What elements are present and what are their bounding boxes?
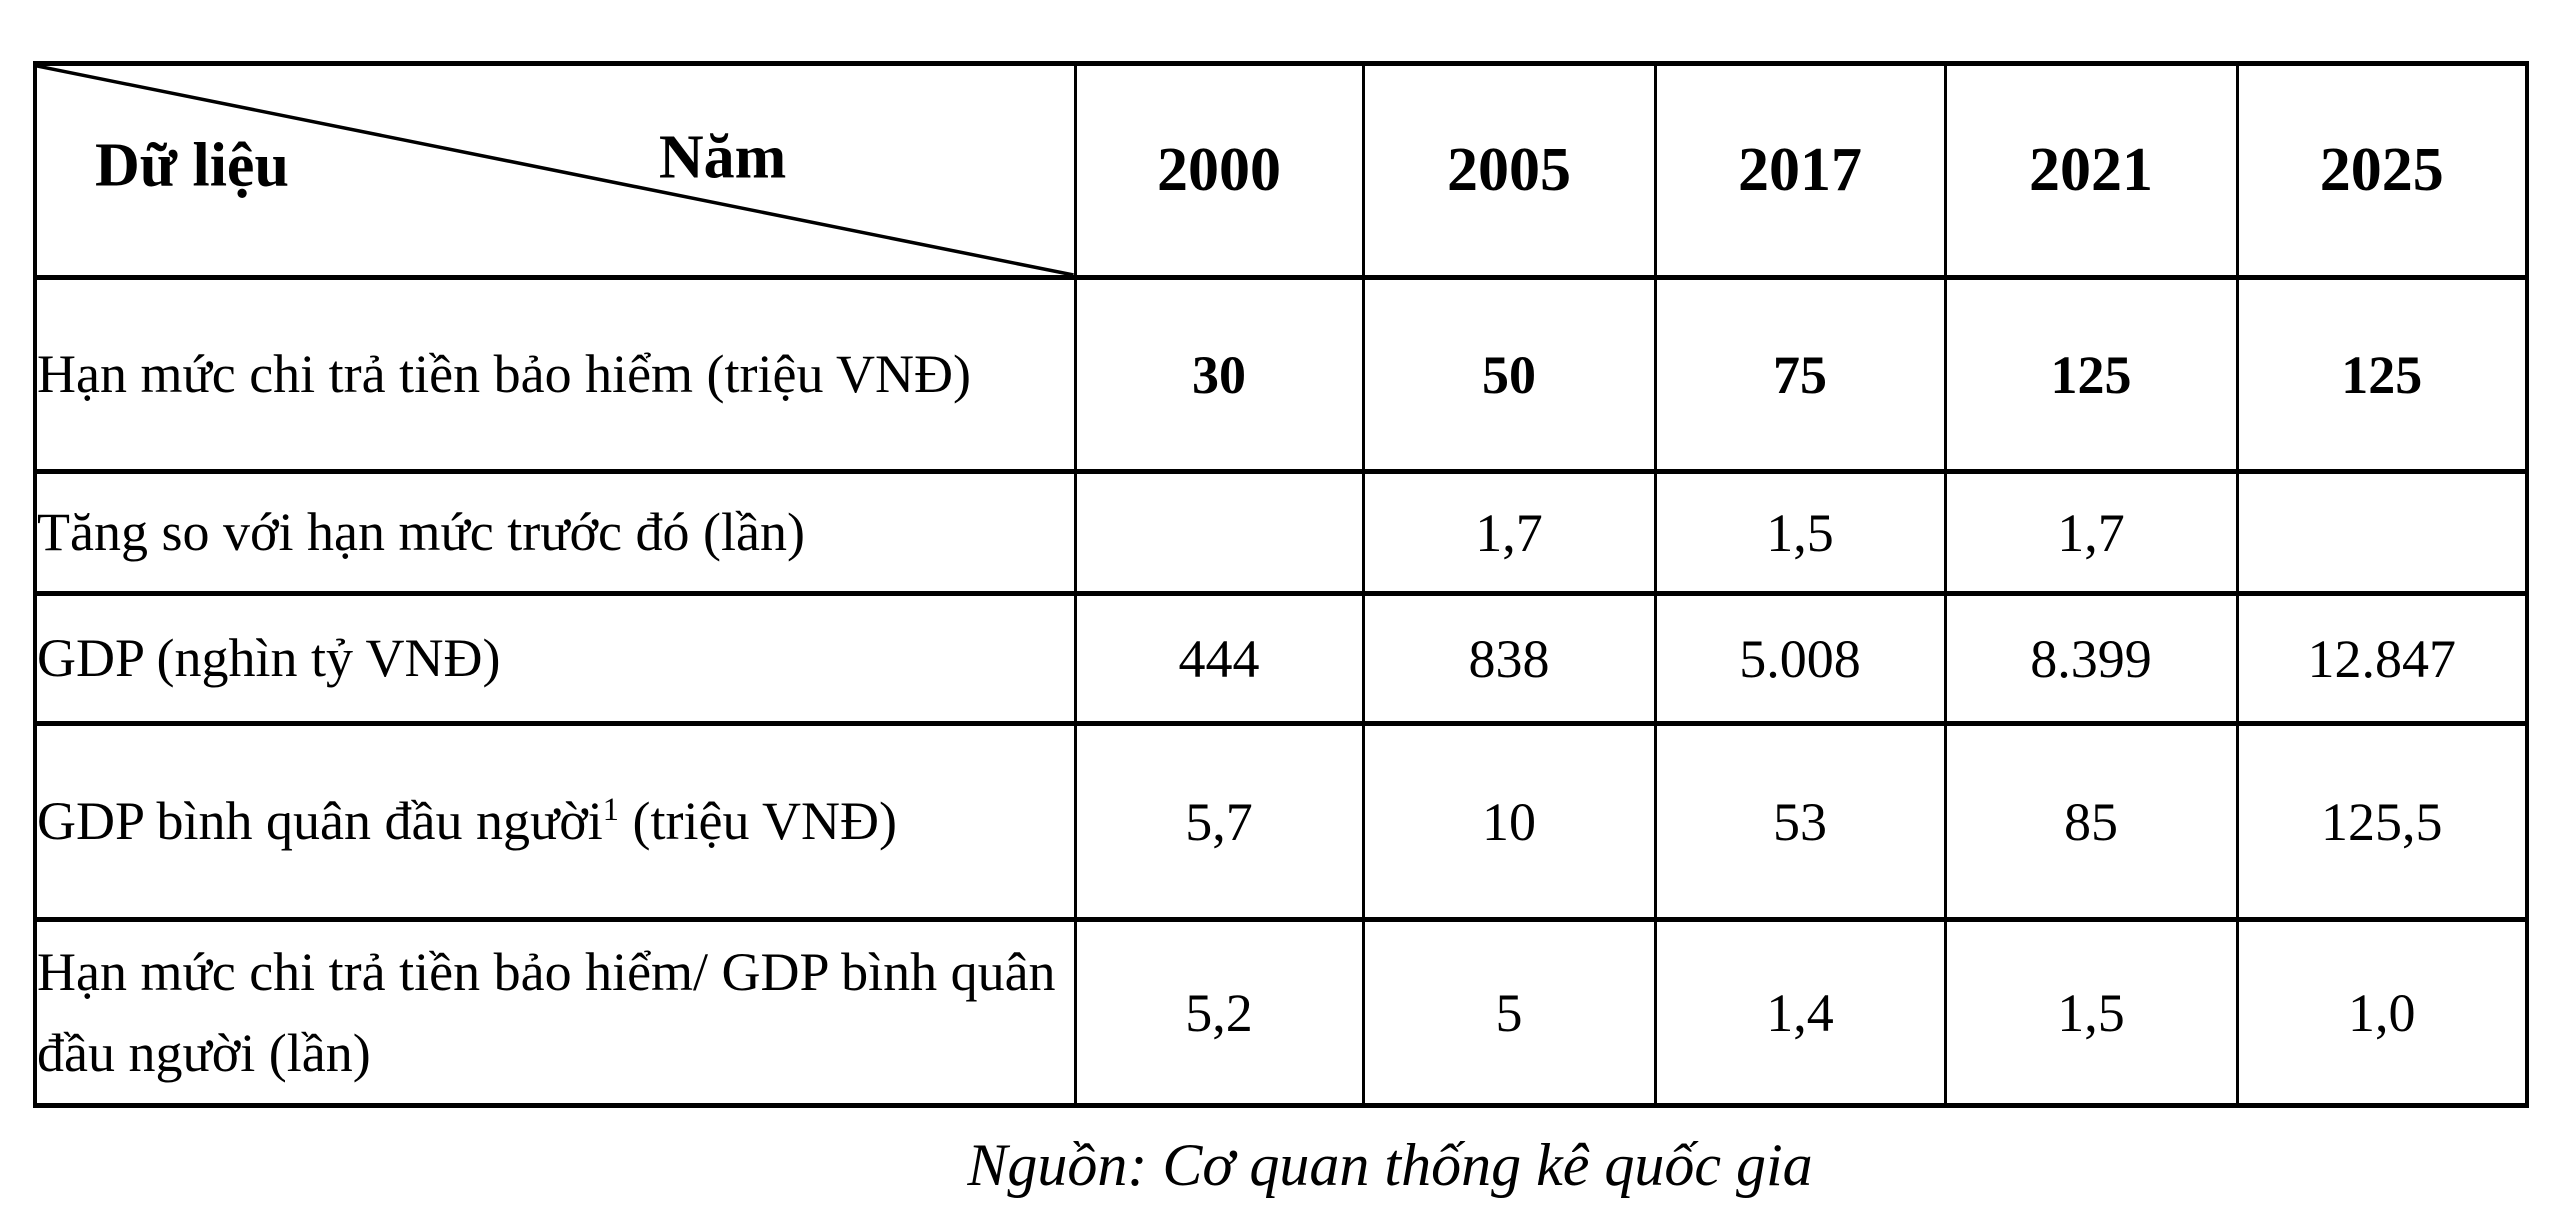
year-header-2000: 2000 <box>1073 61 1365 280</box>
footnote-marker: 1 <box>602 792 619 828</box>
value-cell: 5 <box>1361 917 1657 1108</box>
value-cell: 75 <box>1653 275 1947 474</box>
value-cell: 838 <box>1361 591 1657 726</box>
year-header-2025: 2025 <box>2235 61 2529 280</box>
row-label: Tăng so với hạn mức trước đó (lần) <box>33 469 1077 596</box>
value-cell: 12.847 <box>2235 591 2529 726</box>
table-row-gdp-per-capita: GDP bình quân đầu người1 (triệu VNĐ) 5,7… <box>33 721 2529 922</box>
value-cell: 125 <box>1943 275 2239 474</box>
value-cell <box>1073 469 1365 596</box>
table-row-gdp: GDP (nghìn tỷ VNĐ) 444 838 5.008 8.399 1… <box>33 591 2529 726</box>
year-header-2021: 2021 <box>1943 61 2239 280</box>
table-row-insurance-limit: Hạn mức chi trả tiền bảo hiểm (triệu VNĐ… <box>33 275 2529 474</box>
value-cell: 1,5 <box>1943 917 2239 1108</box>
value-cell: 125 <box>2235 275 2529 474</box>
diagonal-divider-line <box>37 66 1074 275</box>
row-label: GDP bình quân đầu người1 (triệu VNĐ) <box>33 721 1077 922</box>
corner-label-data: Dữ liệu <box>95 131 289 200</box>
table-row-increase-ratio: Tăng so với hạn mức trước đó (lần) 1,7 1… <box>33 469 2529 596</box>
value-cell: 125,5 <box>2235 721 2529 922</box>
value-cell: 30 <box>1073 275 1365 474</box>
corner-label-year: Năm <box>658 123 787 192</box>
value-cell: 10 <box>1361 721 1657 922</box>
row-label: Hạn mức chi trả tiền bảo hiểm/ GDP bình … <box>33 917 1077 1108</box>
row-label-tail: (triệu VNĐ) <box>619 791 897 851</box>
corner-header-cell: Dữ liệu Năm <box>33 61 1077 280</box>
value-cell: 85 <box>1943 721 2239 922</box>
row-label-text: GDP bình quân đầu người <box>37 791 603 851</box>
value-cell: 5,2 <box>1073 917 1365 1108</box>
value-cell: 8.399 <box>1943 591 2239 726</box>
value-cell: 1,7 <box>1943 469 2239 596</box>
value-cell: 1,0 <box>2235 917 2529 1108</box>
source-note: Nguồn: Cơ quan thống kê quốc gia <box>967 1132 1813 1198</box>
value-cell: 444 <box>1073 591 1365 726</box>
year-header-2005: 2005 <box>1361 61 1657 280</box>
table-row-limit-per-gdp-capita: Hạn mức chi trả tiền bảo hiểm/ GDP bình … <box>33 917 2529 1108</box>
value-cell: 1,5 <box>1653 469 1947 596</box>
value-cell: 5,7 <box>1073 721 1365 922</box>
value-cell <box>2235 469 2529 596</box>
row-label: Hạn mức chi trả tiền bảo hiểm (triệu VNĐ… <box>33 275 1077 474</box>
table-header-row: Dữ liệu Năm 2000 2005 2017 2021 2025 <box>33 61 2529 280</box>
value-cell: 5.008 <box>1653 591 1947 726</box>
value-cell: 50 <box>1361 275 1657 474</box>
value-cell: 53 <box>1653 721 1947 922</box>
year-header-2017: 2017 <box>1653 61 1947 280</box>
value-cell: 1,7 <box>1361 469 1657 596</box>
row-label: GDP (nghìn tỷ VNĐ) <box>33 591 1077 726</box>
value-cell: 1,4 <box>1653 917 1947 1108</box>
statistics-table: Dữ liệu Năm 2000 2005 2017 2021 2025 Hạn… <box>33 61 2529 1108</box>
